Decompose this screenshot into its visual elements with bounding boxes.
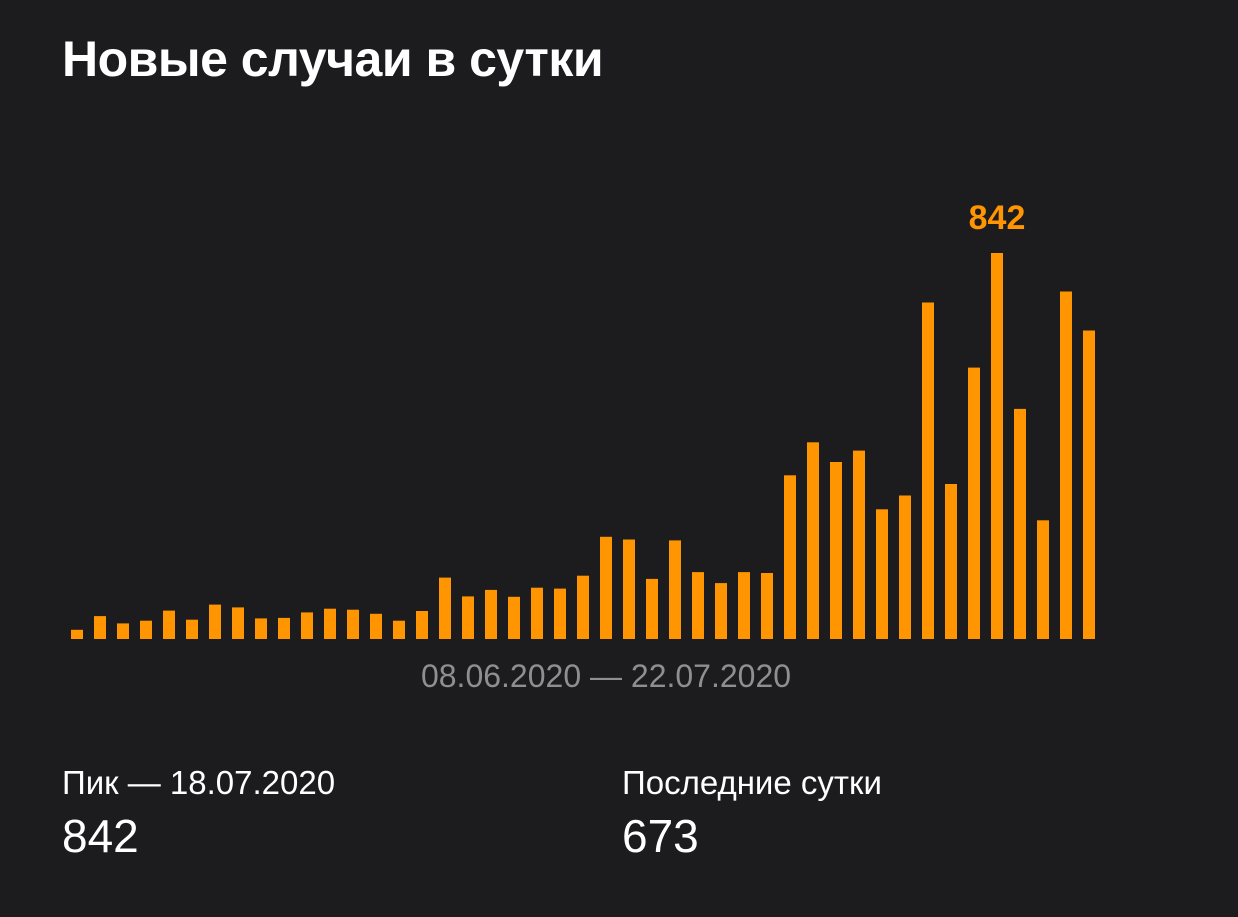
bar-08.07 [761, 573, 773, 639]
peak-data-label: 842 [969, 199, 1026, 237]
bar-10.06 [117, 623, 129, 639]
bar-08.06 [71, 629, 83, 639]
bar-11.06 [140, 620, 152, 639]
bar-07.07 [738, 572, 750, 639]
bar-01.07 [600, 536, 612, 639]
bar-10.07 [807, 442, 819, 639]
bar-24.06 [439, 577, 451, 639]
bar-13.06 [186, 619, 198, 639]
bar-06.07 [715, 583, 727, 639]
bar-13.07 [876, 509, 888, 639]
bar-18.07 [991, 253, 1003, 639]
bar-22.07 [1083, 330, 1095, 639]
bar-29.06 [554, 588, 566, 639]
bar-19.07 [1014, 408, 1026, 639]
bar-17.07 [968, 367, 980, 639]
bar-21.07 [1060, 291, 1072, 639]
bar-11.07 [830, 462, 842, 639]
bar-09.07 [784, 475, 796, 639]
bar-02.07 [623, 539, 635, 639]
bar-27.06 [508, 596, 520, 639]
last-day-stat: Последние сутки 673 [622, 763, 882, 865]
peak-stat-label: Пик — 18.07.2020 [62, 764, 336, 801]
bar-17.06 [278, 617, 290, 639]
bar-20.06 [347, 609, 359, 639]
bar-19.06 [324, 608, 336, 639]
peak-stat: Пик — 18.07.2020 842 [62, 763, 335, 865]
bar-26.06 [485, 589, 497, 639]
bar-23.06 [416, 611, 428, 639]
bar-15.06 [232, 607, 244, 639]
bar-14.07 [899, 495, 911, 639]
bar-25.06 [462, 596, 474, 639]
bar-12.06 [163, 610, 175, 639]
bar-04.07 [669, 540, 681, 639]
bar-16.06 [255, 618, 267, 639]
bar-09.06 [94, 616, 106, 639]
date-range: 08.06.2020 — 22.07.2020 [420, 658, 792, 694]
bar-22.06 [393, 620, 405, 639]
bar-15.07 [922, 302, 934, 639]
bar-16.07 [945, 484, 957, 639]
bar-20.07 [1037, 520, 1049, 639]
bar-28.06 [531, 587, 543, 639]
last-day-stat-value: 673 [622, 810, 699, 862]
peak-stat-value: 842 [62, 810, 139, 862]
bar-21.06 [370, 613, 382, 639]
last-day-stat-label: Последние сутки [622, 764, 882, 801]
bar-12.07 [853, 450, 865, 639]
bar-14.06 [209, 604, 221, 639]
bar-03.07 [646, 578, 658, 639]
chart-title: Новые случаи в сутки [62, 31, 604, 87]
bar-05.07 [692, 572, 704, 639]
bars-group [71, 253, 1095, 639]
bar-30.06 [577, 575, 589, 639]
bar-18.06 [301, 612, 313, 639]
